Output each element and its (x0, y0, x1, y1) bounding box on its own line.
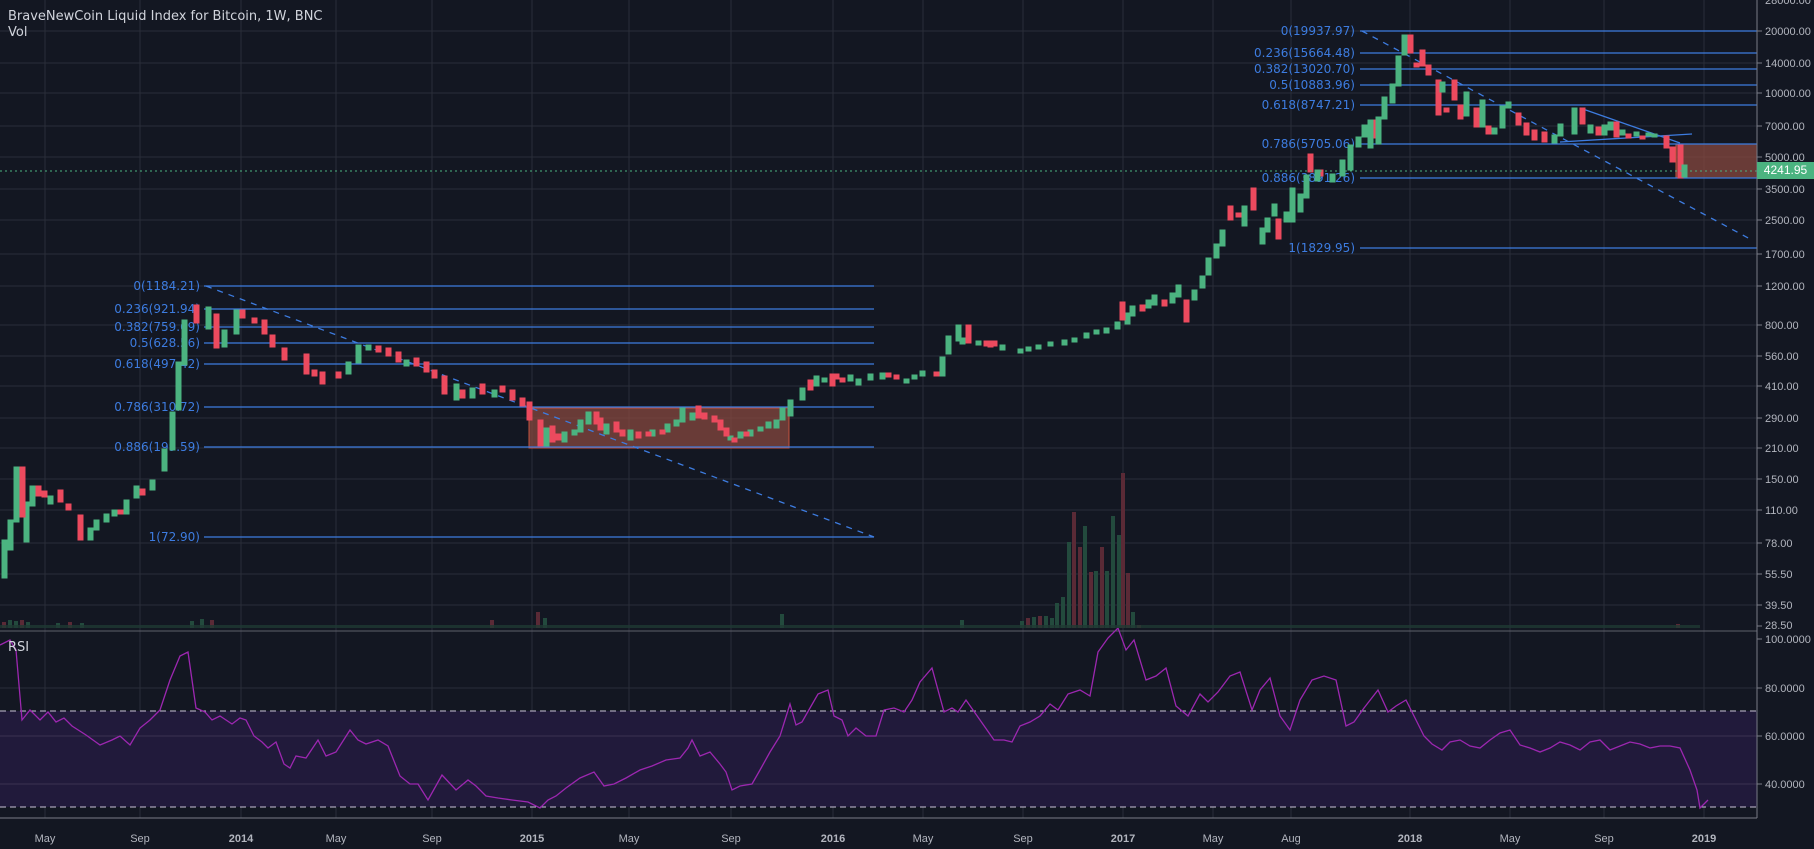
chart-legend: BraveNewCoin Liquid Index for Bitcoin, 1… (8, 9, 323, 41)
time-axis-labels: May Sep 2014 May Sep 2015 May Sep 2016 May Se… (35, 833, 1717, 845)
svg-text:2500.00: 2500.00 (1765, 215, 1805, 227)
svg-text:1700.00: 1700.00 (1765, 249, 1805, 261)
svg-text:0.786(5705.06): 0.786(5705.06) (1262, 137, 1355, 151)
svg-text:14000.00: 14000.00 (1765, 58, 1811, 70)
svg-text:Sep: Sep (1013, 833, 1033, 845)
svg-text:80.0000: 80.0000 (1765, 683, 1805, 695)
svg-text:20000.00: 20000.00 (1765, 26, 1811, 38)
rsi-indicator-label[interactable]: RSI (8, 640, 30, 655)
svg-text:560.00: 560.00 (1765, 351, 1799, 363)
svg-text:290.00: 290.00 (1765, 413, 1799, 425)
svg-text:0.786(310.72): 0.786(310.72) (114, 400, 200, 414)
fib-retracement-2013[interactable] (204, 285, 875, 538)
svg-text:28.50: 28.50 (1765, 620, 1793, 632)
price-axis-ticks (1757, 30, 1762, 785)
svg-text:May: May (913, 833, 934, 845)
svg-text:May: May (326, 833, 347, 845)
svg-text:0.236(15664.48): 0.236(15664.48) (1254, 46, 1355, 60)
svg-text:39.50: 39.50 (1765, 600, 1793, 612)
svg-text:410.00: 410.00 (1765, 381, 1799, 393)
volume-indicator-label[interactable]: Vol (8, 25, 28, 40)
rsi-band (0, 711, 1757, 807)
rsi-line (0, 626, 1709, 810)
svg-text:0.236(921.94): 0.236(921.94) (114, 302, 200, 316)
svg-text:0.618(8747.21): 0.618(8747.21) (1262, 98, 1355, 112)
svg-text:2019: 2019 (1692, 833, 1716, 845)
svg-text:7000.00: 7000.00 (1765, 121, 1805, 133)
svg-text:100.0000: 100.0000 (1765, 634, 1811, 646)
svg-text:May: May (1203, 833, 1224, 845)
svg-text:May: May (35, 833, 56, 845)
svg-text:Sep: Sep (422, 833, 442, 845)
svg-text:2017: 2017 (1111, 833, 1135, 845)
price-candles (1, 34, 1688, 579)
svg-text:Aug: Aug (1281, 833, 1301, 845)
svg-text:0.5(628.56): 0.5(628.56) (130, 336, 200, 350)
svg-text:2015: 2015 (520, 833, 544, 845)
vertical-gridlines (44, 0, 1705, 818)
svg-text:78.00: 78.00 (1765, 538, 1793, 550)
range-box-2018[interactable] (1675, 143, 1758, 179)
svg-text:150.00: 150.00 (1765, 474, 1799, 486)
svg-text:Sep: Sep (1594, 833, 1614, 845)
svg-text:210.00: 210.00 (1765, 443, 1799, 455)
rsi-pane (0, 626, 1757, 810)
svg-text:1(1829.95): 1(1829.95) (1288, 241, 1355, 255)
svg-text:May: May (1500, 833, 1521, 845)
svg-text:2018: 2018 (1398, 833, 1422, 845)
svg-text:60.0000: 60.0000 (1765, 731, 1805, 743)
price-axis-labels: 28000.00 20000.00 14000.00 10000.00 7000… (1765, 0, 1811, 791)
svg-text:110.00: 110.00 (1765, 505, 1798, 517)
svg-text:0(19937.97): 0(19937.97) (1281, 24, 1355, 38)
volume-bars (0, 473, 1700, 628)
svg-text:Sep: Sep (130, 833, 150, 845)
svg-text:40.0000: 40.0000 (1765, 779, 1805, 791)
svg-text:2014: 2014 (229, 833, 254, 845)
svg-text:28000.00: 28000.00 (1765, 0, 1811, 7)
svg-text:800.00: 800.00 (1765, 320, 1799, 332)
svg-text:0(1184.21): 0(1184.21) (133, 279, 200, 293)
svg-text:0.382(759.69): 0.382(759.69) (114, 320, 200, 334)
svg-text:55.50: 55.50 (1765, 569, 1793, 581)
last-price-badge: 4241.95 (1757, 162, 1814, 179)
svg-text:1(72.90): 1(72.90) (149, 530, 200, 544)
range-box-2015[interactable] (528, 407, 790, 449)
svg-text:0.886(199.59): 0.886(199.59) (114, 440, 200, 454)
svg-text:1200.00: 1200.00 (1765, 281, 1805, 293)
svg-text:Sep: Sep (721, 833, 741, 845)
svg-text:0.5(10883.96): 0.5(10883.96) (1269, 78, 1355, 92)
svg-text:2016: 2016 (821, 833, 845, 845)
svg-text:10000.00: 10000.00 (1765, 88, 1811, 100)
svg-text:May: May (619, 833, 640, 845)
symbol-title[interactable]: BraveNewCoin Liquid Index for Bitcoin, 1… (8, 9, 323, 24)
svg-text:5000.00: 5000.00 (1765, 152, 1805, 164)
svg-text:3500.00: 3500.00 (1765, 184, 1805, 196)
svg-text:0.382(13020.70): 0.382(13020.70) (1254, 62, 1355, 76)
